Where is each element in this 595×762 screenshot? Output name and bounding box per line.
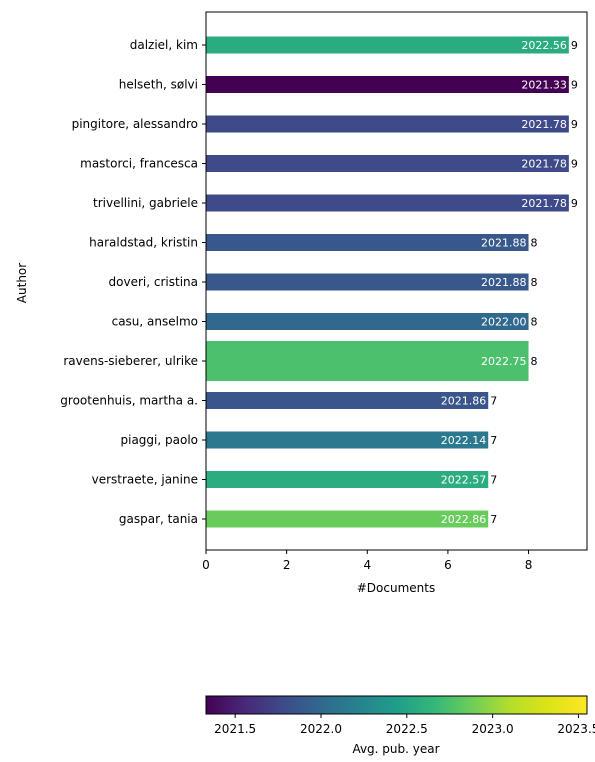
bar xyxy=(206,234,529,251)
bar xyxy=(206,431,489,449)
colorbar-tick-label: 2022.0 xyxy=(300,722,342,736)
bar-count-label: 8 xyxy=(531,355,538,368)
bar-year-label: 2022.56 xyxy=(521,39,567,52)
bar xyxy=(206,115,569,133)
bar-count-label: 7 xyxy=(490,395,497,408)
bar-count-label: 7 xyxy=(490,434,497,447)
colorbar-ticks: 2021.5 2022.0 2022.5 2023.0 2023.5 xyxy=(214,714,595,736)
y-axis-label: Author xyxy=(15,263,29,303)
bar-count-label: 9 xyxy=(571,79,578,92)
bar-year-label: 2021.88 xyxy=(481,237,527,250)
plot-frame xyxy=(205,11,588,551)
bar-count-label: 9 xyxy=(571,118,578,131)
y-tick-label: pingitore, alessandro xyxy=(72,117,198,131)
bar xyxy=(206,194,569,212)
bar-year-label: 2021.88 xyxy=(481,276,527,289)
bar xyxy=(206,36,569,54)
colorbar-tick-label: 2022.5 xyxy=(386,722,428,736)
y-tick-label: doveri, cristina xyxy=(109,275,198,289)
bar xyxy=(206,76,569,93)
y-tick-label: casu, anselmo xyxy=(112,315,198,329)
bar-year-label: 2021.86 xyxy=(441,395,487,408)
bar-year-label: 2022.86 xyxy=(441,513,487,526)
y-tick-label: helseth, sølvi xyxy=(119,78,198,92)
bar-count-label: 8 xyxy=(531,276,538,289)
bar-count-label: 8 xyxy=(531,316,538,329)
bar-year-label: 2021.78 xyxy=(521,197,567,210)
x-ticks: 0 2 4 6 8 xyxy=(202,550,532,572)
bar xyxy=(206,155,569,172)
x-tick-label: 6 xyxy=(444,558,452,572)
y-tick-label: piaggi, paolo xyxy=(121,433,199,447)
colorbar-tick-label: 2023.0 xyxy=(472,722,514,736)
bar-count-label: 9 xyxy=(571,197,578,210)
bar-count-label: 9 xyxy=(571,158,578,171)
x-tick-label: 8 xyxy=(525,558,533,572)
colorbar-tick-label: 2023.5 xyxy=(557,722,595,736)
y-tick-label: gaspar, tania xyxy=(119,512,198,526)
bar-year-label: 2021.78 xyxy=(521,158,567,171)
bar-year-label: 2022.14 xyxy=(441,434,487,447)
colorbar-tick-label: 2021.5 xyxy=(214,722,256,736)
bar xyxy=(206,273,529,291)
bar xyxy=(206,313,529,330)
x-tick-label: 2 xyxy=(283,558,291,572)
bar-count-label: 9 xyxy=(571,39,578,52)
y-tick-label: mastorci, francesca xyxy=(80,157,198,171)
x-axis-label: #Documents xyxy=(357,581,435,595)
bar xyxy=(206,510,489,528)
colorbar-label: Avg. pub. year xyxy=(352,742,439,756)
bar-year-label: 2021.78 xyxy=(521,118,567,131)
bar-count-label: 8 xyxy=(531,237,538,250)
bar-count-label: 7 xyxy=(490,474,497,487)
bars-layer: 2022.56 9 2021.33 9 2021.78 9 2021.78 9 2021.78 9… xyxy=(206,36,578,528)
bar-year-label: 2021.33 xyxy=(521,79,567,92)
bar xyxy=(206,471,489,488)
bar-year-label: 2022.57 xyxy=(441,474,487,487)
x-tick-label: 4 xyxy=(363,558,371,572)
bar xyxy=(206,392,489,409)
y-tick-label: verstraete, janine xyxy=(92,473,198,487)
colorbar xyxy=(205,695,588,715)
bar-count-label: 7 xyxy=(490,513,497,526)
bar-year-label: 2022.75 xyxy=(481,355,527,368)
x-tick-label: 0 xyxy=(202,558,210,572)
y-tick-label: ravens-sieberer, ulrike xyxy=(63,354,198,368)
bar-year-label: 2022.00 xyxy=(481,316,527,329)
y-tick-label: dalziel, kim xyxy=(130,38,198,52)
y-tick-labels: dalziel, kim helseth, sølvi pingitore, ale… xyxy=(60,38,206,526)
y-tick-label: haraldstad, kristin xyxy=(89,236,198,250)
y-tick-label: trivellini, gabriele xyxy=(93,196,198,210)
bar xyxy=(206,341,529,381)
y-tick-label: grootenhuis, martha a. xyxy=(60,394,198,408)
